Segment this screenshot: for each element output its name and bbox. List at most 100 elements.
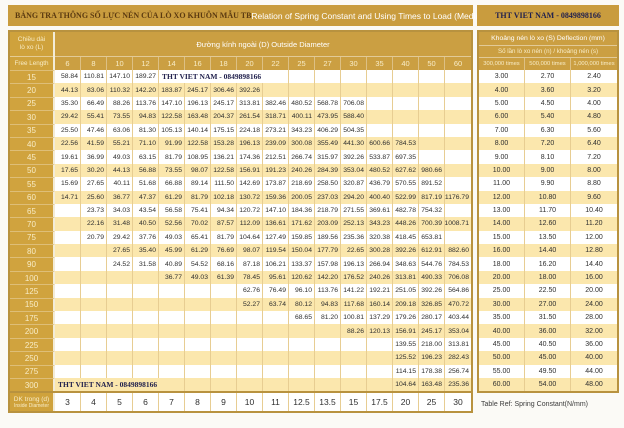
value-cell: 382.46 (263, 96, 289, 111)
brand-title: THT VIET NAM - 0849898166 (495, 11, 601, 20)
value-cell: 95.61 (263, 270, 289, 285)
value-cell: 137.29 (367, 311, 393, 325)
value-cell: 73.55 (159, 163, 185, 178)
value-cell (315, 364, 341, 378)
free-length-label-vi1: Chiều dài (17, 36, 46, 43)
deflection-cell: 32.00 (585, 327, 603, 335)
value-cell: 343.23 (367, 217, 393, 231)
page-title-vietnamese: BẢNG TRA THÔNG SỐ LỰC NÉN CỦA LÒ XO KHUÔ… (15, 11, 252, 20)
value-cell: 89.14 (185, 177, 211, 191)
value-cell (367, 337, 393, 352)
value-cell (81, 311, 107, 325)
value-cell: 23.73 (81, 203, 107, 218)
value-cell: 171.62 (289, 217, 315, 231)
value-cell: 392.26 (419, 284, 445, 298)
row-label: 225 (10, 337, 55, 352)
col-header-cell: 60 (453, 59, 463, 68)
value-cell (263, 83, 289, 97)
value-cell: 49.03 (185, 270, 211, 285)
value-cell: 127.49 (263, 230, 289, 245)
value-cell (133, 311, 159, 325)
table-row: 275 114.15 178.38 256.74 (10, 364, 471, 378)
value-cell (367, 364, 393, 378)
deflection-cell: 13.00 (479, 203, 525, 218)
value-cell: 173.87 (263, 177, 289, 191)
value-cell (367, 70, 393, 84)
value-cell: 56.58 (159, 203, 185, 218)
inside-diameter-cell: 4 (81, 393, 107, 412)
value-cell: 980.66 (419, 163, 445, 178)
value-cell (289, 351, 315, 365)
deflection-cell: 16.20 (525, 257, 571, 271)
deflection-cell: 2.40 (587, 73, 601, 81)
table-row: 70 22.16 31.48 40.50 52.56 70.02 87.57 112.09 13… (10, 217, 471, 231)
deflection-row: 35.00 31.50 28.00 (479, 311, 617, 325)
brand-bar: THT VIET NAM - 0849898166 (477, 5, 619, 26)
value-cell (263, 337, 289, 352)
value-cell: 196.13 (341, 257, 367, 271)
value-cell: 348.63 (393, 257, 419, 271)
value-cell: 61.29 (159, 190, 185, 204)
deflection-cell: 50.00 (479, 351, 525, 365)
value-cell (367, 123, 393, 137)
value-cell: 120.72 (237, 203, 263, 218)
value-cell: 76.49 (263, 284, 289, 298)
table-row: 20 44.13 83.06 110.32 142.20 183.87 245.17 306.… (10, 83, 471, 97)
value-cell: 355.49 (315, 136, 341, 151)
value-cell (107, 297, 133, 312)
value-cell (237, 337, 263, 352)
deflection-panel: Khoảng nén lò xo (S) Deflection (mm) Số … (477, 30, 619, 394)
value-cell: 482.78 (393, 203, 419, 218)
value-cell: 490.33 (419, 270, 445, 285)
value-cell: 235.36 (341, 230, 367, 245)
table-row: 50 17.65 30.20 44.13 56.88 73.55 98.07 122.58 15… (10, 163, 471, 178)
value-cell: 700.39 (419, 217, 445, 231)
deflection-cell: 11.70 (525, 203, 571, 218)
value-cell: 40.50 (133, 217, 159, 231)
value-cell: 183.87 (159, 83, 185, 97)
col-header-cell: 6 (55, 57, 81, 70)
value-cell (159, 324, 185, 338)
inside-diameter-cell: 9 (211, 393, 237, 412)
free-length-header: Chiều dài lò xo (L) Free Length (10, 32, 55, 70)
value-cell: 392.26 (237, 83, 263, 97)
value-cell: 189.56 (315, 230, 341, 245)
value-cell: 784.53 (393, 136, 419, 151)
page-title-english: Relation of Spring Constant and Using Ti… (251, 10, 512, 21)
value-cell (211, 364, 237, 378)
value-cell: 200.05 (289, 190, 315, 204)
value-cell (185, 284, 211, 298)
value-cell: 35.40 (133, 244, 159, 258)
value-cell: 784.53 (448, 260, 469, 268)
free-length-label-vi2: lò xo (L) (19, 44, 44, 51)
value-cell: 44.13 (55, 83, 81, 97)
value-cell: 533.87 (367, 150, 393, 164)
value-cell (107, 284, 133, 298)
value-cell: 196.13 (237, 136, 263, 151)
value-cell: 80.12 (289, 297, 315, 312)
col-header-cell: 10 (107, 57, 133, 70)
value-cell (81, 297, 107, 312)
value-cell (419, 70, 445, 84)
table-row: 40 22.56 41.59 55.21 71.10 91.99 122.58 153.28 1… (10, 136, 471, 151)
value-cell: 544.76 (419, 257, 445, 271)
value-cell: 105.13 (159, 123, 185, 137)
deflection-cell: 14.40 (585, 260, 603, 268)
deflection-row: 40.00 36.00 32.00 (479, 324, 617, 338)
value-cell: 51.68 (133, 177, 159, 191)
table-row: 150 52.27 63.74 80.12 94.83 117.68 160.14 209.1… (10, 297, 471, 312)
value-cell: 31.48 (107, 217, 133, 231)
col-header-cell: 16 (185, 57, 211, 70)
inside-diameter-cell: 6 (133, 393, 159, 412)
value-cell (445, 110, 471, 123)
value-cell (419, 96, 445, 111)
value-cell: 81.79 (185, 190, 211, 204)
value-cell: 754.32 (419, 203, 445, 218)
deflection-cell: 16.00 (585, 274, 603, 282)
value-cell (393, 123, 419, 137)
table-row: 100 36.77 49.03 61.39 78.45 95.61 120.62 142.20… (10, 270, 471, 285)
value-cell (185, 297, 211, 312)
col-header-cell: 50 (419, 57, 445, 70)
deflection-cell: 5.40 (525, 110, 571, 124)
value-cell (341, 70, 367, 84)
